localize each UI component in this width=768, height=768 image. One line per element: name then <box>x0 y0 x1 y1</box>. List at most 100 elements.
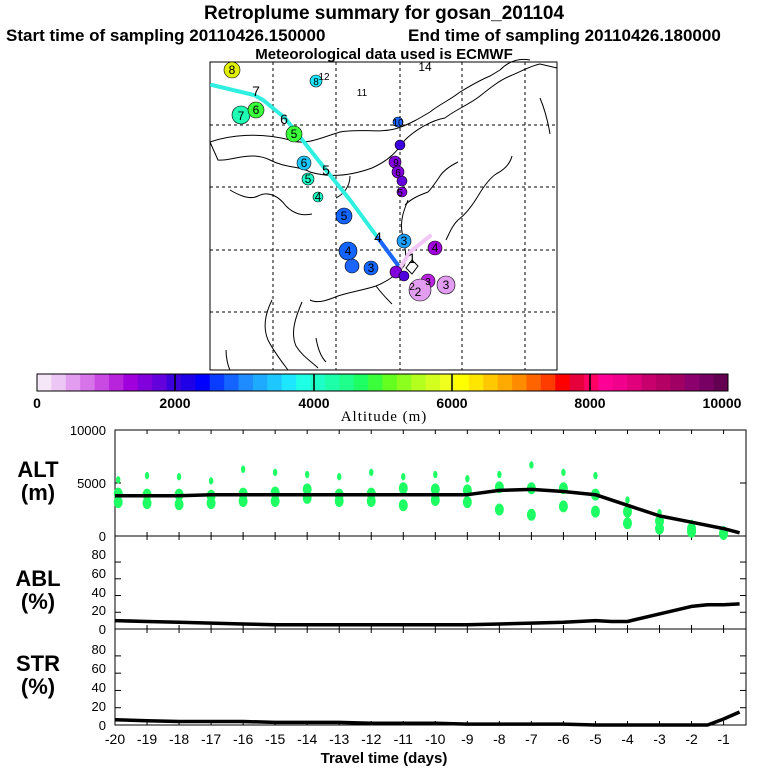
map-label-10: 10 <box>392 118 404 129</box>
plume-dots <box>223 61 456 302</box>
colorbar-cell <box>281 374 297 391</box>
x-tick-label: -14 <box>297 731 317 747</box>
map-label-1: 1 <box>408 250 416 266</box>
alt-cluster-dot <box>144 471 150 480</box>
colorbar-cell <box>267 374 283 391</box>
x-tick-label: -11 <box>394 731 413 747</box>
colorbar-tick: 0 <box>33 395 41 410</box>
alt-cluster-dot <box>401 472 406 481</box>
colorbar-cell <box>166 374 182 391</box>
map-grid <box>210 62 557 370</box>
abl-ytick: 20 <box>92 603 106 618</box>
alt-ytick: 0 <box>99 529 106 544</box>
str-ytick: 60 <box>92 661 106 676</box>
alt-ytick: 10000 <box>70 423 106 438</box>
x-axis-ticks: -20 -19 -18 -17 -16 -15 -14 -13 -12 -11 -10 -9 -8 -7 -… <box>105 430 730 747</box>
met-data-label: Meteorological data used is ECMWF <box>255 46 513 63</box>
colorbar-cell <box>512 374 527 391</box>
alt-cluster-dot <box>304 470 310 479</box>
colorbar-cell <box>425 374 441 391</box>
alt-cluster-dot <box>337 472 342 481</box>
colorbar-cell <box>180 374 196 391</box>
colorbar-cell <box>468 374 484 391</box>
x-tick-label: -6 <box>557 731 570 747</box>
colorbar-cell <box>353 374 369 391</box>
str-ytick: 0 <box>99 718 106 733</box>
x-tick-label: -12 <box>361 731 381 747</box>
alt-cluster-dot <box>433 470 438 479</box>
alt-panel-label: ALT (m) <box>8 458 68 504</box>
alt-cluster-dot <box>465 475 470 483</box>
alt-label-line1: ALT <box>17 457 59 482</box>
map-label-2: 2 <box>415 285 422 299</box>
colorbar-cell <box>51 374 67 391</box>
abl-ytick: 80 <box>92 547 106 562</box>
colorbar-cell <box>540 374 556 391</box>
alt-cluster-dot <box>655 522 665 535</box>
map-label-3b: 3 <box>425 277 431 288</box>
x-tick-label: -9 <box>461 731 474 747</box>
colorbar-cell <box>152 374 168 391</box>
alt-cluster-dot <box>142 497 152 510</box>
colorbar-cell <box>123 374 139 391</box>
map-label-4d: 4 <box>315 190 322 204</box>
map-label-5c: 5 <box>305 172 312 186</box>
alt-ytick: 5000 <box>77 476 106 491</box>
x-tick-label: -3 <box>653 731 666 747</box>
colorbar-cell <box>80 374 96 391</box>
map-label-5e: 5 <box>397 188 403 199</box>
colorbar-cell <box>324 374 340 391</box>
x-tick-label: -18 <box>169 731 189 747</box>
colorbar-cell <box>339 374 355 391</box>
colorbar-cell <box>224 374 240 391</box>
colorbar-cell <box>612 374 628 391</box>
abl-ytick: 60 <box>92 566 106 581</box>
colorbar-cell <box>598 374 614 391</box>
map-label-4b: 4 <box>374 229 382 245</box>
abl-label-line1: ABL <box>15 566 61 591</box>
map-label-5b: 5 <box>341 209 348 223</box>
map-label-8b: 8 <box>313 77 319 88</box>
alt-series-line <box>115 487 741 535</box>
map-label-4c: 4 <box>345 244 352 258</box>
alt-cluster-dot <box>529 461 534 469</box>
map-label-2b: 2 <box>409 282 415 293</box>
x-tick-label: -20 <box>105 731 125 747</box>
alt-cluster-dot <box>366 495 376 508</box>
x-tick-label: -10 <box>425 731 445 747</box>
abl-label-line2: (%) <box>20 589 56 614</box>
x-tick-label: -4 <box>621 731 634 747</box>
alt-cluster-dot <box>526 508 536 521</box>
colorbar-cell <box>252 374 268 391</box>
alt-cluster-dot <box>238 495 248 508</box>
colorbar-tick: 2000 <box>159 395 190 410</box>
str-ytick: 80 <box>92 642 106 657</box>
colorbar-cell <box>382 374 398 391</box>
alt-cluster-dot <box>497 470 502 479</box>
colorbar-tick: 4000 <box>298 395 329 410</box>
y-tick-marks <box>115 429 746 709</box>
alt-cluster-dot <box>561 468 566 477</box>
abl-panel-label: ABL (%) <box>8 567 68 613</box>
map-label-6: 6 <box>301 156 308 170</box>
colorbar-tick: 8000 <box>574 395 605 410</box>
abl-ytick: 40 <box>92 585 106 600</box>
alt-cluster-dot <box>590 505 600 518</box>
colorbar-cell <box>699 374 715 391</box>
str-label-line1: STR <box>16 651 60 676</box>
map-label-5: 5 <box>322 162 330 178</box>
colorbar-cell <box>37 374 52 391</box>
map-label-6c: 6 <box>253 103 260 117</box>
colorbar-cell <box>670 374 686 391</box>
map-label-4: 4 <box>432 241 439 255</box>
alt-cluster-dot <box>116 476 121 484</box>
x-tick-label: -8 <box>493 731 506 747</box>
colorbar-cells <box>37 374 729 391</box>
alt-cluster-dot <box>302 483 312 496</box>
colorbar-cell <box>526 374 542 391</box>
trajectory-map: 1 2 2 3 3 4 4 4 4 3 3 5 5 5 5 5 6 6 6 6 … <box>209 58 558 371</box>
colorbar-cell <box>65 374 81 391</box>
colorbar-cell <box>94 374 110 391</box>
colorbar-cell <box>411 374 427 391</box>
